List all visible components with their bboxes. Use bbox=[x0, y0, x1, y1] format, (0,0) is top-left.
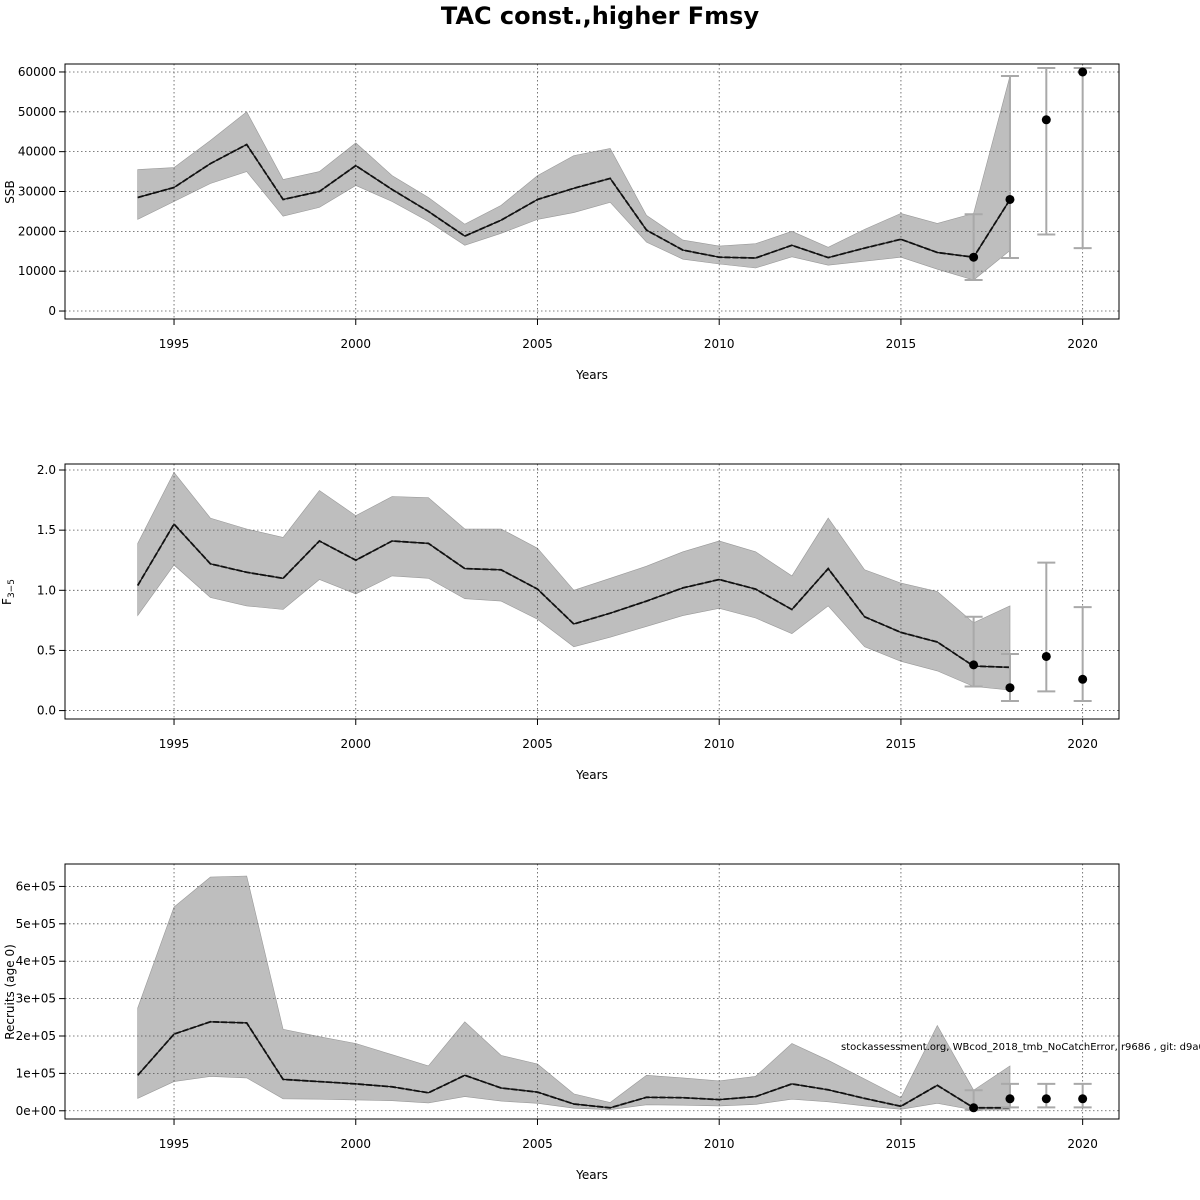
recruits-panel: Recruits (age 0) Years 1995 2000 2005 2010 2… bbox=[3, 863, 1120, 1182]
f-estimate-line-dashed bbox=[136, 522, 1011, 669]
recruits-ytick-label: 4e+05 bbox=[16, 954, 56, 968]
footnote: stockassessment.org, WBcod_2018_tmb_NoCa… bbox=[841, 1042, 1200, 1053]
recruits-projection-point-2019 bbox=[1041, 1094, 1051, 1104]
ssb-ytick-label: 0 bbox=[48, 304, 56, 318]
f-ytick-label: 1.5 bbox=[37, 523, 56, 537]
f-xtick-label: 1995 bbox=[159, 737, 190, 751]
f-projection-point-2019 bbox=[1041, 651, 1051, 661]
f-plot-area bbox=[65, 464, 1119, 719]
recruits-xtick-label: 2000 bbox=[340, 1137, 371, 1151]
recruits-ytick-label: 0e+00 bbox=[16, 1104, 56, 1118]
ssb-ytick-label: 60000 bbox=[18, 65, 56, 79]
panel-recruits-ylabel: Recruits (age 0) bbox=[3, 944, 17, 1040]
f-ytick-label: 2.0 bbox=[37, 463, 56, 477]
f-projection-point-2020 bbox=[1078, 674, 1088, 684]
chart-title: TAC const.,higher Fmsy bbox=[441, 2, 760, 30]
f-xtick-label: 2010 bbox=[704, 737, 735, 751]
ssb-plot-area bbox=[65, 64, 1119, 319]
f-xtick-label: 2005 bbox=[522, 737, 553, 751]
recruits-projection-point-2020 bbox=[1078, 1094, 1088, 1104]
ssb-estimate-line-dashed bbox=[137, 143, 1011, 259]
recruits-projection-point-2017 bbox=[969, 1103, 979, 1113]
f-plot-frame bbox=[64, 463, 1120, 720]
recruits-confidence-band bbox=[137, 875, 1011, 1111]
ssb-xtick-label: 2015 bbox=[886, 337, 917, 351]
recruits-ytick-label: 5e+05 bbox=[16, 917, 56, 931]
recruits-projection-point-2018 bbox=[1005, 1094, 1015, 1104]
ssb-xtick-label: 2010 bbox=[704, 337, 735, 351]
f-xtick-label: 2000 bbox=[340, 737, 371, 751]
panel-recruits-xlabel: Years bbox=[575, 1168, 608, 1182]
recruits-xtick-label: 2020 bbox=[1067, 1137, 1098, 1151]
recruits-plot-area bbox=[65, 864, 1119, 1119]
recruits-estimate-line-dashed bbox=[137, 1020, 1010, 1109]
panel-ssb-ylabel: SSB bbox=[3, 180, 17, 203]
ssb-projection-point-2017 bbox=[969, 252, 979, 262]
ssb-ytick-label: 40000 bbox=[18, 145, 56, 159]
ssb-ytick-label: 30000 bbox=[18, 185, 56, 199]
f-ytick-label: 1.0 bbox=[37, 583, 56, 597]
recruits-plot-frame bbox=[64, 863, 1120, 1120]
f-projection-point-2018 bbox=[1005, 683, 1015, 693]
ssb-xtick-label: 2000 bbox=[340, 337, 371, 351]
panel-f-ylabel: F3−5 bbox=[0, 579, 17, 605]
f-ytick-label: 0.5 bbox=[37, 643, 56, 657]
f-projection-point-2017 bbox=[969, 660, 979, 670]
ssb-projection-point-2020 bbox=[1078, 67, 1088, 77]
recruits-ytick-label: 1e+05 bbox=[16, 1066, 56, 1080]
ssb-xtick-label: 2005 bbox=[522, 337, 553, 351]
ssb-ytick-label: 20000 bbox=[18, 224, 56, 238]
f-xtick-label: 2015 bbox=[886, 737, 917, 751]
ssb-ytick-label: 50000 bbox=[18, 105, 56, 119]
f-panel: F3−5 Years 1995 2000 2005 2010 2015 2020 0.0 0.… bbox=[0, 463, 1120, 782]
ssb-panel: SSB Years 1995 2000 2005 2010 2015 2020 0 10000… bbox=[3, 63, 1120, 382]
recruits-xtick-label: 2005 bbox=[522, 1137, 553, 1151]
panel-f-xlabel: Years bbox=[575, 768, 608, 782]
recruits-xtick-label: 2015 bbox=[886, 1137, 917, 1151]
ssb-ytick-label: 10000 bbox=[18, 264, 56, 278]
ssb-projection-point-2019 bbox=[1041, 115, 1051, 125]
ssb-projection-point-2018 bbox=[1005, 194, 1015, 204]
panel-ssb-xlabel: Years bbox=[575, 368, 608, 382]
recruits-ytick-label: 3e+05 bbox=[16, 992, 56, 1006]
recruits-ytick-label: 6e+05 bbox=[16, 879, 56, 893]
f-xtick-label: 2020 bbox=[1067, 737, 1098, 751]
ssb-xtick-label: 1995 bbox=[159, 337, 190, 351]
recruits-xtick-label: 1995 bbox=[159, 1137, 190, 1151]
recruits-ytick-label: 2e+05 bbox=[16, 1029, 56, 1043]
f-confidence-band bbox=[137, 471, 1011, 691]
recruits-xtick-label: 2010 bbox=[704, 1137, 735, 1151]
ssb-xtick-label: 2020 bbox=[1067, 337, 1098, 351]
f-ytick-label: 0.0 bbox=[37, 704, 56, 718]
